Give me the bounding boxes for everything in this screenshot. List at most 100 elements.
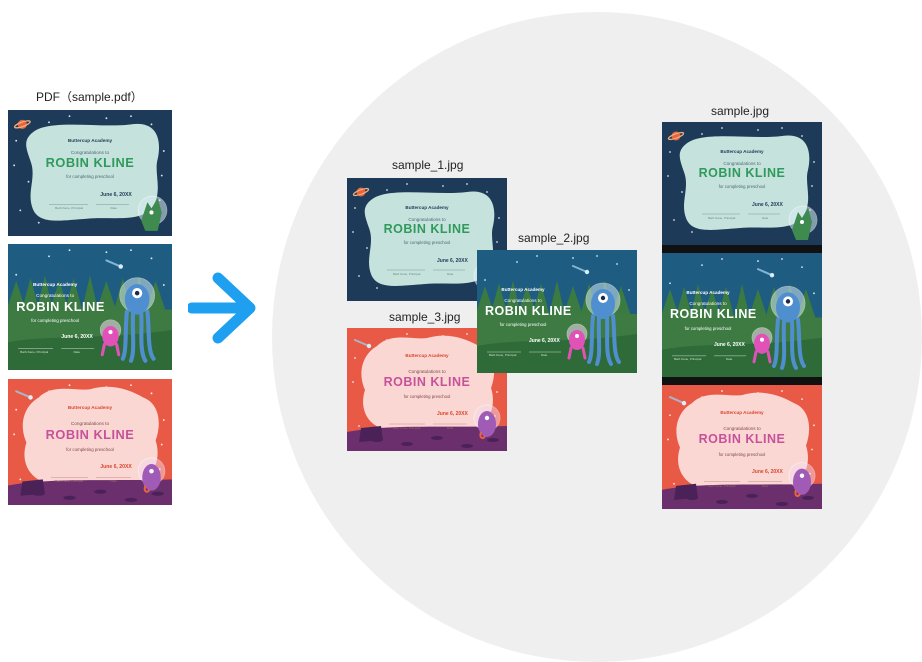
certificate-congrats: Congratulations to bbox=[70, 421, 110, 426]
certificate-date: June 6, 20XX bbox=[100, 464, 132, 471]
certificate-reason: for completing preschool bbox=[718, 451, 766, 457]
certificate-name: ROBIN KLINE bbox=[698, 432, 786, 447]
certificate-date-label: Date bbox=[541, 353, 548, 357]
certificate-signer: Barb Kane, Principal bbox=[674, 356, 702, 361]
comet-icon bbox=[354, 339, 372, 349]
certificate-signer: Barb Kane, Principal bbox=[489, 353, 517, 357]
alien-icon bbox=[566, 323, 588, 360]
comet-icon bbox=[572, 265, 590, 275]
certificate-date: June 6, 20XX bbox=[714, 341, 745, 348]
certificate-artwork bbox=[477, 250, 637, 373]
certificate-congrats: Congratulations to bbox=[689, 301, 727, 307]
certificate-date-label: Date bbox=[110, 479, 117, 484]
alien-icon bbox=[788, 205, 818, 240]
certificate-date: June 6, 20XX bbox=[437, 411, 468, 417]
comet-icon bbox=[757, 268, 775, 278]
comet-icon bbox=[15, 390, 33, 400]
certificate-signer: Barb Kane, Principal bbox=[708, 483, 736, 488]
certificate-date-label: Date bbox=[726, 356, 733, 361]
alien-icon bbox=[119, 277, 156, 363]
certificate-congrats: Congratulations to bbox=[504, 298, 542, 303]
comet-icon bbox=[669, 396, 687, 406]
certificate-artwork bbox=[662, 122, 822, 245]
certificate-reason: for completing preschool bbox=[66, 173, 114, 179]
certificate-name: ROBIN KLINE bbox=[670, 307, 757, 322]
certificate-school: Buttercup Academy bbox=[33, 281, 78, 287]
certificate-date: June 6, 20XX bbox=[752, 202, 783, 208]
alien-icon bbox=[751, 327, 773, 364]
certificate-reason: for completing preschool bbox=[403, 394, 451, 399]
certificate-reason: for completing preschool bbox=[684, 325, 732, 331]
alien-icon bbox=[770, 285, 806, 370]
certificate-school: Buttercup Academy bbox=[501, 287, 545, 292]
merged-page-3: Buttercup Academy Congratulations to ROBIN… bbox=[662, 385, 822, 509]
certificate-name: ROBIN KLINE bbox=[698, 166, 786, 180]
certificate-artwork bbox=[8, 244, 172, 370]
planet-icon bbox=[352, 187, 370, 197]
certificate-congrats: Congratulations to bbox=[723, 426, 761, 432]
certificate-artwork bbox=[662, 385, 822, 509]
certificate-date-label: Date bbox=[447, 272, 454, 276]
alien-icon bbox=[585, 282, 621, 366]
certificate-date-label: Date bbox=[762, 216, 769, 220]
certificate-name: ROBIN KLINE bbox=[16, 299, 105, 315]
certificate-congrats: Congratulations to bbox=[408, 217, 446, 222]
certificate-date: June 6, 20XX bbox=[100, 191, 132, 198]
certificate-date-label: Date bbox=[110, 206, 117, 211]
merged-page-1: Buttercup Academy Congratulations to ROBIN… bbox=[662, 122, 822, 245]
sample-2-image: Buttercup Academy Congratulations to ROBIN… bbox=[477, 250, 637, 373]
alien-icon bbox=[788, 462, 816, 497]
alien-icon bbox=[473, 404, 501, 440]
certificate-school: Buttercup Academy bbox=[720, 410, 764, 416]
certificate-name: ROBIN KLINE bbox=[485, 304, 572, 318]
certificate-signer: Barb Kane, Principal bbox=[393, 272, 421, 276]
alien-icon bbox=[137, 457, 166, 493]
certificate-congrats: Congratulations to bbox=[70, 149, 110, 155]
pdf-page-2: Buttercup Academy Congratulations to ROBIN… bbox=[8, 244, 172, 370]
certificate-school: Buttercup Academy bbox=[405, 205, 449, 210]
certificate-signer: Barb Kane, Principal bbox=[55, 206, 84, 211]
certificate-date: June 6, 20XX bbox=[61, 334, 93, 341]
certificate-school: Buttercup Academy bbox=[405, 353, 449, 358]
certificate-date-label: Date bbox=[447, 426, 454, 430]
certificate-date-label: Date bbox=[762, 483, 769, 488]
certificate-date: June 6, 20XX bbox=[752, 468, 783, 475]
certificate-signer: Barb Kane, Principal bbox=[393, 426, 421, 430]
sample-1-label: sample_1.jpg bbox=[392, 158, 464, 172]
certificate-congrats: Congratulations to bbox=[408, 369, 446, 374]
certificate-reason: for completing preschool bbox=[403, 240, 451, 245]
certificate-school: Buttercup Academy bbox=[686, 290, 730, 296]
certificate-school: Buttercup Academy bbox=[67, 137, 113, 143]
certificate-reason: for completing preschool bbox=[499, 322, 547, 327]
certificate-signer: Barb Kane, Principal bbox=[20, 349, 49, 354]
certificate-signer: Barb Kane, Principal bbox=[708, 216, 736, 220]
certificate-congrats: Congratulations to bbox=[723, 161, 761, 166]
sample-2-label: sample_2.jpg bbox=[518, 231, 590, 245]
certificate-date-label: Date bbox=[73, 349, 81, 354]
arrow-right-icon bbox=[188, 272, 256, 344]
certificate-artwork bbox=[662, 253, 822, 377]
certificate-name: ROBIN KLINE bbox=[383, 375, 471, 389]
certificate-school: Buttercup Academy bbox=[67, 404, 113, 410]
certificate-reason: for completing preschool bbox=[718, 184, 766, 189]
certificate-congrats: Congratulations to bbox=[36, 293, 75, 299]
certificate-name: ROBIN KLINE bbox=[45, 155, 135, 171]
certificate-artwork bbox=[8, 379, 172, 505]
merged-label: sample.jpg bbox=[711, 104, 770, 118]
certificate-date: June 6, 20XX bbox=[529, 338, 560, 344]
certificate-school: Buttercup Academy bbox=[720, 149, 764, 154]
certificate-reason: for completing preschool bbox=[31, 317, 80, 323]
certificate-date: June 6, 20XX bbox=[437, 258, 468, 264]
planet-icon bbox=[667, 131, 685, 141]
planet-icon bbox=[13, 119, 31, 129]
pdf-label: PDF（sample.pdf） bbox=[36, 90, 143, 104]
certificate-reason: for completing preschool bbox=[66, 446, 114, 452]
stack-divider bbox=[662, 245, 822, 253]
alien-icon bbox=[137, 195, 168, 231]
comet-icon bbox=[105, 259, 124, 269]
sample-3-label: sample_3.jpg bbox=[389, 310, 461, 324]
certificate-name: ROBIN KLINE bbox=[45, 427, 135, 443]
alien-icon bbox=[99, 319, 122, 357]
merged-page-2: Buttercup Academy Congratulations to ROBIN… bbox=[662, 253, 822, 377]
stack-divider bbox=[662, 377, 822, 385]
